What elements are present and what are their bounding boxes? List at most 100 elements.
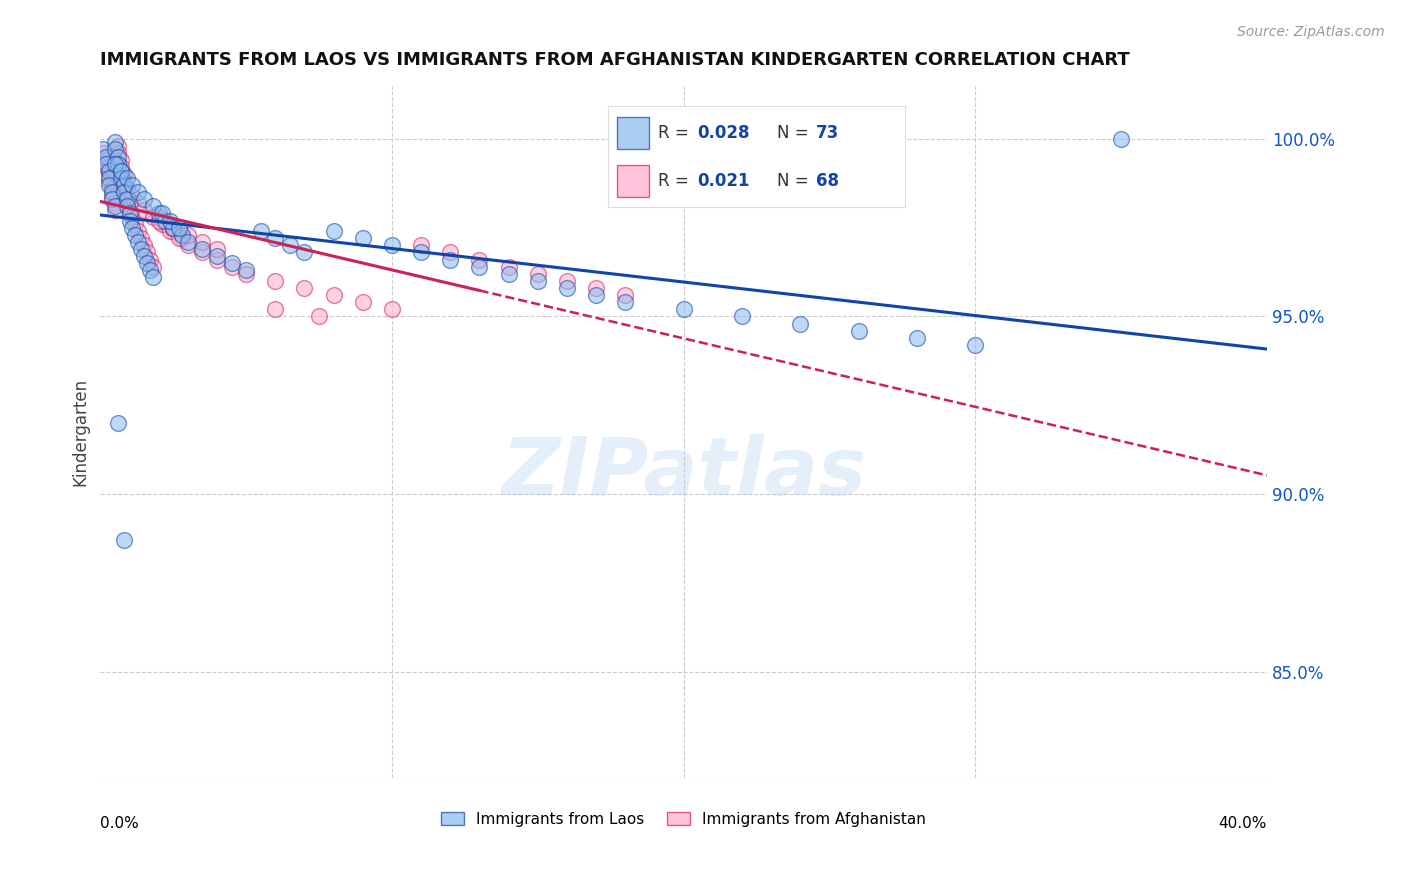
Point (118, 206, 141, 220)
Point (731, 310, 754, 324)
Point (101, 192, 124, 206)
Point (167, 231, 190, 245)
Text: Source: ZipAtlas.com: Source: ZipAtlas.com (1237, 25, 1385, 39)
Point (124, 227, 146, 242)
Point (235, 263, 257, 277)
Point (118, 202, 141, 217)
Point (110, 163, 132, 178)
Point (249, 224, 271, 238)
Point (159, 224, 181, 238)
Point (132, 192, 155, 206)
Point (98, 170, 121, 185)
Point (162, 220, 184, 235)
Point (115, 181, 138, 195)
Point (104, 195, 127, 210)
Point (104, 167, 127, 181)
Point (127, 235, 149, 249)
Text: ZIPatlas: ZIPatlas (501, 434, 866, 512)
Point (905, 331, 928, 345)
Point (121, 178, 143, 192)
Point (205, 252, 228, 267)
Text: 40.0%: 40.0% (1219, 816, 1267, 831)
Point (498, 267, 520, 281)
Point (191, 242, 214, 256)
Point (136, 256, 159, 270)
Point (104, 199, 127, 213)
Point (101, 188, 124, 202)
Point (112, 178, 135, 192)
Point (110, 170, 132, 185)
Point (150, 206, 173, 220)
Point (555, 281, 578, 295)
Point (104, 143, 127, 157)
Point (112, 174, 135, 188)
Point (264, 231, 287, 245)
Point (498, 260, 520, 274)
Point (167, 220, 190, 235)
Point (132, 249, 155, 263)
Point (112, 533, 135, 548)
Point (965, 338, 987, 352)
Point (118, 213, 141, 227)
Text: 0.0%: 0.0% (100, 816, 139, 831)
Point (352, 231, 374, 245)
Point (115, 170, 138, 185)
Point (98, 160, 121, 174)
Point (614, 295, 637, 310)
Point (264, 274, 287, 288)
Point (177, 238, 200, 252)
Point (139, 263, 162, 277)
Point (177, 235, 200, 249)
Point (322, 224, 344, 238)
Point (96, 156, 118, 170)
Point (98, 163, 121, 178)
Point (107, 150, 129, 164)
Point (91, 146, 114, 161)
Point (96, 153, 118, 167)
Point (148, 206, 170, 220)
Point (107, 416, 129, 430)
Point (127, 185, 149, 199)
Point (411, 238, 433, 252)
Point (124, 217, 146, 231)
Point (235, 267, 257, 281)
Point (121, 210, 143, 224)
Point (107, 139, 129, 153)
Y-axis label: Kindergarten: Kindergarten (72, 378, 89, 486)
Point (191, 245, 214, 260)
Point (98, 167, 121, 181)
Point (139, 252, 162, 267)
Point (672, 302, 695, 317)
Point (112, 185, 135, 199)
Point (264, 302, 287, 317)
Point (411, 245, 433, 260)
Point (121, 220, 143, 235)
Point (205, 242, 228, 256)
Point (150, 217, 173, 231)
Point (104, 156, 127, 170)
Point (98, 178, 121, 192)
Point (112, 167, 135, 181)
Point (527, 274, 550, 288)
Point (468, 260, 491, 274)
Point (153, 213, 176, 227)
Point (127, 195, 149, 210)
Point (555, 274, 578, 288)
Point (136, 245, 159, 260)
Point (121, 188, 143, 202)
Point (115, 188, 138, 202)
Point (98, 174, 121, 188)
Point (107, 156, 129, 170)
Point (294, 245, 316, 260)
Point (132, 238, 155, 252)
Point (159, 213, 181, 227)
Point (1109, 132, 1132, 146)
Point (294, 281, 316, 295)
Point (96, 160, 118, 174)
Point (148, 213, 170, 227)
Point (101, 185, 124, 199)
Point (110, 163, 132, 178)
Point (142, 210, 165, 224)
Point (129, 242, 152, 256)
Point (142, 260, 165, 274)
